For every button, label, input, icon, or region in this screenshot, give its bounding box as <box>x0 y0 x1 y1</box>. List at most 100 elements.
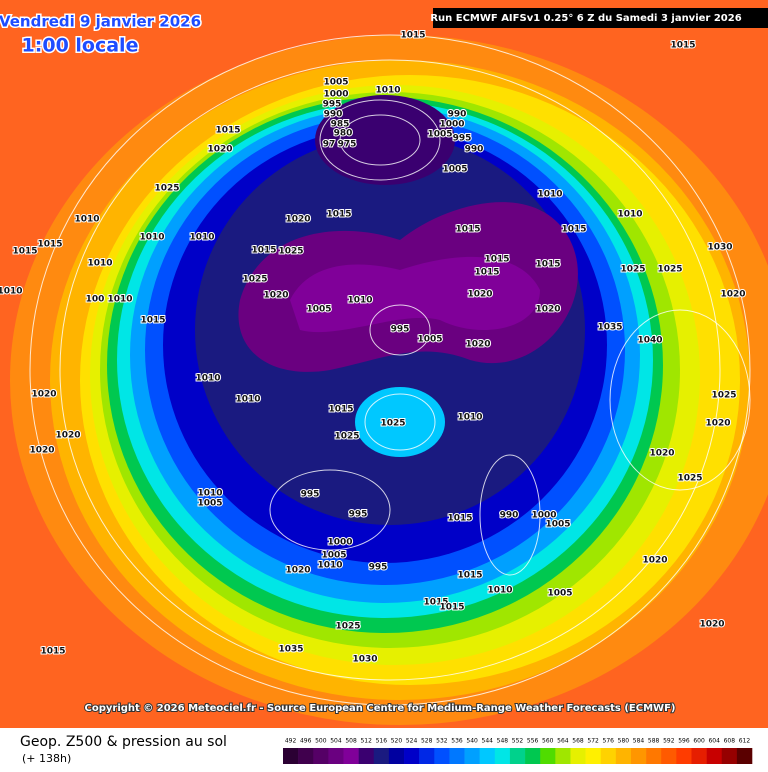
colorbar-label: 576 <box>603 738 615 745</box>
isobar-label: 1015 <box>37 240 62 250</box>
isobar-label: 1020 <box>467 290 492 300</box>
isobar-label: 995 <box>323 100 342 110</box>
colorbar-label: 496 <box>300 738 312 745</box>
isobar-label: 1010 <box>347 296 372 306</box>
isobar-label: 1015 <box>251 246 276 256</box>
colorbar-swatch <box>479 748 496 764</box>
isobar-label: 1020 <box>285 566 310 576</box>
isobar-label: 1010 <box>235 395 260 405</box>
colorbar-swatch <box>736 748 753 764</box>
isobar-label: 995 <box>349 510 368 520</box>
isobar-label: 1020 <box>642 556 667 566</box>
isobar-label: 1025 <box>677 474 702 484</box>
isobar-label: 1000 <box>327 538 352 548</box>
colorbar-swatch <box>555 748 571 764</box>
isobar-label: 1005 <box>417 335 442 345</box>
isobar-label: 1015 <box>423 598 448 608</box>
colorbar-label: 544 <box>482 738 494 745</box>
colorbar-swatch <box>525 748 541 764</box>
isobar-label: 1015 <box>328 405 353 415</box>
isobar-label: 995 <box>369 563 388 573</box>
isobar-label: 1010 <box>537 190 562 200</box>
isobar-label: 1020 <box>705 419 730 429</box>
isobar-label: 1000 <box>439 120 464 130</box>
colorbar-label: 612 <box>739 738 751 745</box>
isobar-label: 985 <box>331 120 350 130</box>
isobar-label: 1030 <box>352 655 377 665</box>
isobar-label: 1030 <box>707 243 732 253</box>
colorbar-swatch <box>404 748 420 764</box>
isobar-label: 1005 <box>427 130 452 140</box>
isobar-label: 1010 <box>375 86 400 96</box>
isobar-label: 1015 <box>457 571 482 581</box>
colorbar-swatch <box>570 748 586 764</box>
colorbar-label: 508 <box>345 738 357 745</box>
isobar-label: 1020 <box>535 305 560 315</box>
colorbar-swatch <box>630 748 647 764</box>
colorbar-swatch <box>358 748 375 764</box>
colorbar-swatch <box>283 748 299 764</box>
colorbar-swatch <box>373 748 390 764</box>
isobar-label: 1010 <box>317 561 342 571</box>
isobar-label: 1015 <box>670 41 695 51</box>
forecast-date: Vendredi 9 janvier 2026 <box>0 13 201 31</box>
isobar-label: 1005 <box>321 551 346 561</box>
isobar-label: 1010 <box>457 413 482 423</box>
colorbar-swatch <box>540 748 556 764</box>
isobar-label: 1005 <box>306 305 331 315</box>
isobar-label: 990 <box>448 110 467 120</box>
colorbar-swatch <box>419 748 435 764</box>
geopotential-field <box>0 0 768 728</box>
isobar-label: 1025 <box>242 275 267 285</box>
isobar-label: 1025 <box>620 265 645 275</box>
isobar-label: 100 <box>86 295 105 305</box>
isobar-label: 1035 <box>278 645 303 655</box>
colorbar-label: 492 <box>285 738 297 745</box>
colorbar-label: 560 <box>542 738 554 745</box>
colorbar-swatch <box>691 748 707 764</box>
legend-title: Geop. Z500 & pression au sol <box>20 734 227 750</box>
isobar-label: 980 <box>334 129 353 139</box>
colorbar-label: 584 <box>633 738 645 745</box>
isobar-label: 1010 <box>139 233 164 243</box>
colorbar-swatch <box>585 748 602 764</box>
isobar-label: 97 <box>323 140 336 150</box>
isobar-label: 1025 <box>278 247 303 257</box>
isobar-label: 1015 <box>474 268 499 278</box>
isobar-label: 1010 <box>107 295 132 305</box>
run-info: Run ECMWF AIFSv1 0.25° 6 Z du Samedi 3 j… <box>430 13 741 24</box>
colorbar-label: 596 <box>678 738 690 745</box>
isobar-label: 1005 <box>442 165 467 175</box>
colorbar-swatch <box>721 748 738 764</box>
colorbar-swatch <box>434 748 450 764</box>
colorbar-swatch <box>661 748 677 764</box>
colorbar-label: 520 <box>391 738 403 745</box>
isobar-label: 990 <box>500 511 519 521</box>
isobar-label: 1010 <box>74 215 99 225</box>
colorbar-swatch <box>494 748 511 764</box>
local-time: 1:00 locale <box>22 35 139 57</box>
isobar-label: 1020 <box>55 431 80 441</box>
colorbar-label: 608 <box>724 738 736 745</box>
forecast-lead: (+ 138h) <box>22 752 71 765</box>
isobar-label: 995 <box>391 325 410 335</box>
colorbar-swatch <box>464 748 480 764</box>
isobar-label: 1015 <box>40 647 65 657</box>
isobar-label: 1040 <box>637 336 662 346</box>
isobar-label: 1025 <box>657 265 682 275</box>
colorbar-swatch <box>298 748 314 764</box>
isobar-label: 1010 <box>189 233 214 243</box>
isobar-label: 1020 <box>29 446 54 456</box>
isobar-label: 1020 <box>465 340 490 350</box>
colorbar-swatch <box>509 748 526 764</box>
colorbar-label: 528 <box>421 738 433 745</box>
colorbar-swatch <box>615 748 632 764</box>
isobar-label: 1025 <box>380 419 405 429</box>
colorbar-label: 572 <box>587 738 599 745</box>
isobar-label: 1015 <box>326 210 351 220</box>
isobar-label: 1015 <box>535 260 560 270</box>
colorbar-label: 600 <box>693 738 705 745</box>
colorbar-label: 540 <box>466 738 478 745</box>
colorbar-label: 504 <box>330 738 342 745</box>
